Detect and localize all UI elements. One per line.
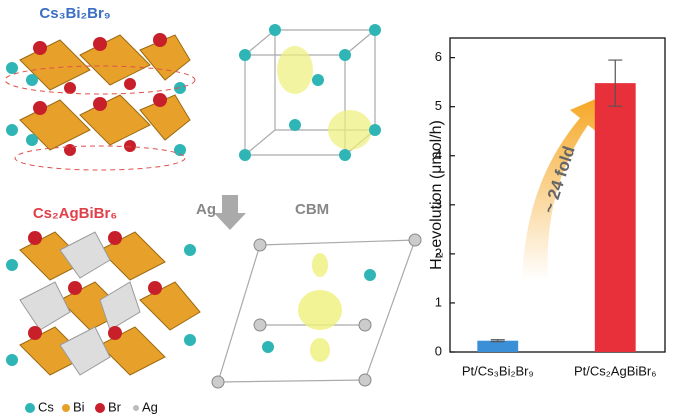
plot-frame [449, 37, 666, 353]
structure-label: Cs₂AgBiBr₆ [33, 205, 117, 222]
x-tick-label: Pt/Cs₂AgBiBr₆ [574, 363, 657, 378]
y-tick-label: 2 [435, 245, 442, 260]
y-tick-label: 1 [435, 294, 442, 309]
unit-cell [239, 24, 381, 161]
y-tick-label: 0 [435, 343, 442, 358]
bar [477, 340, 519, 352]
legend-label: Br [108, 399, 122, 414]
arrow-label: Ag [196, 201, 216, 218]
structure-top [4, 33, 196, 171]
legend-label: Bi [73, 399, 85, 414]
arrow [214, 195, 246, 230]
fold-arrow [522, 95, 605, 280]
legend-label: Ag [142, 399, 158, 414]
bar [594, 83, 636, 352]
y-tick-label: 6 [435, 49, 442, 64]
y-axis-label: H₂ evolution (μmol/h) [428, 120, 445, 270]
error-bar [490, 339, 505, 343]
y-tick-label: 5 [435, 98, 442, 113]
orbital-cell [211, 233, 422, 389]
orbital-label: CBM [295, 201, 329, 218]
y-tick-label: 4 [435, 147, 442, 162]
legend: Cs Bi Br Ag [25, 399, 158, 414]
legend-label: Cs [38, 399, 54, 414]
y-tick-label: 3 [435, 196, 442, 211]
structure-label: Cs₃Bi₂Br₉ [39, 5, 110, 22]
error-bar [608, 59, 623, 107]
x-tick-label: Pt/Cs₃Bi₂Br₉ [462, 363, 534, 378]
structure-bottom [6, 231, 201, 376]
